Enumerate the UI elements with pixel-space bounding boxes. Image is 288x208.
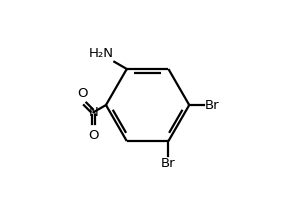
Text: H₂N: H₂N <box>88 47 113 61</box>
Text: Br: Br <box>204 99 219 111</box>
Text: Br: Br <box>161 157 176 170</box>
Text: O: O <box>77 87 88 100</box>
Text: O: O <box>88 129 99 142</box>
Text: N: N <box>89 106 98 119</box>
